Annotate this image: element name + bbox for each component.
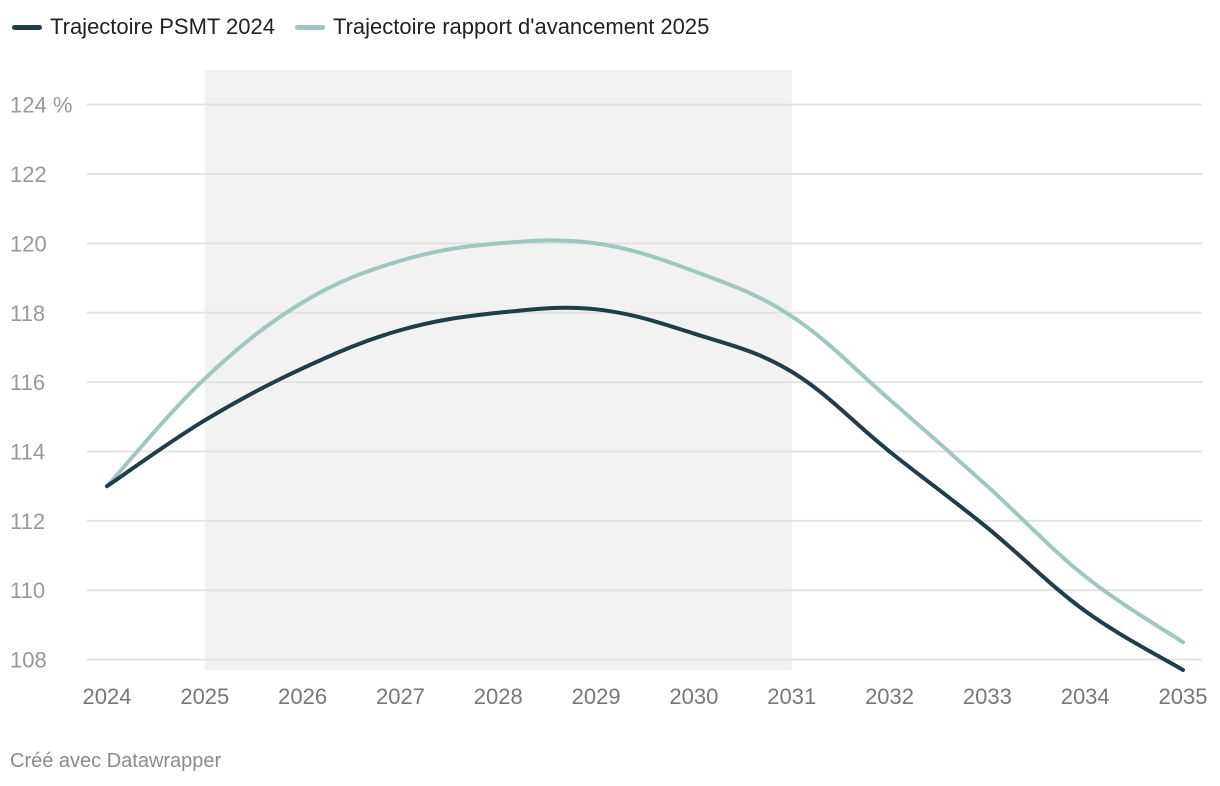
legend-swatch-rapport-2025 [294, 24, 325, 30]
y-tick-label: 124 % [10, 93, 72, 118]
legend-swatch-psmt-2024 [12, 24, 42, 30]
y-tick-label: 110 [10, 578, 45, 603]
x-tick-label: 2026 [278, 684, 327, 709]
x-tick-label: 2025 [180, 684, 229, 709]
legend: Trajectoire PSMT 2024 Trajectoire rappor… [12, 14, 709, 40]
y-tick-label: 112 [10, 509, 45, 534]
x-tick-label: 2033 [963, 684, 1012, 709]
legend-label-psmt-2024: Trajectoire PSMT 2024 [50, 14, 275, 39]
x-tick-label: 2029 [572, 684, 621, 709]
x-tick-label: 2030 [669, 684, 718, 709]
y-tick-label: 120 [10, 231, 47, 256]
x-tick-label: 2035 [1159, 684, 1208, 709]
x-tick-label: 2024 [83, 684, 132, 709]
legend-item-rapport-2025: Trajectoire rapport d'avancement 2025 [294, 14, 710, 40]
x-tick-label: 2028 [474, 684, 523, 709]
y-tick-label: 122 [10, 162, 47, 187]
legend-label-rapport-2025: Trajectoire rapport d'avancement 2025 [332, 14, 710, 39]
x-tick-label: 2032 [865, 684, 914, 709]
y-tick-label: 116 [10, 370, 45, 395]
series-line-psmt-2024 [105, 305, 1185, 672]
credit-text: Créé avec Datawrapper [10, 750, 222, 772]
x-tick-label: 2027 [376, 684, 425, 709]
shaded-period [204, 70, 792, 670]
y-tick-label: 118 [10, 301, 45, 326]
x-tick-label: 2034 [1061, 684, 1110, 709]
legend-item-psmt-2024: Trajectoire PSMT 2024 [12, 14, 275, 40]
y-tick-label: 108 [10, 648, 47, 673]
y-tick-label: 114 [10, 440, 45, 465]
x-tick-label: 2031 [767, 684, 816, 709]
series-line-rapport-2025 [105, 238, 1185, 645]
